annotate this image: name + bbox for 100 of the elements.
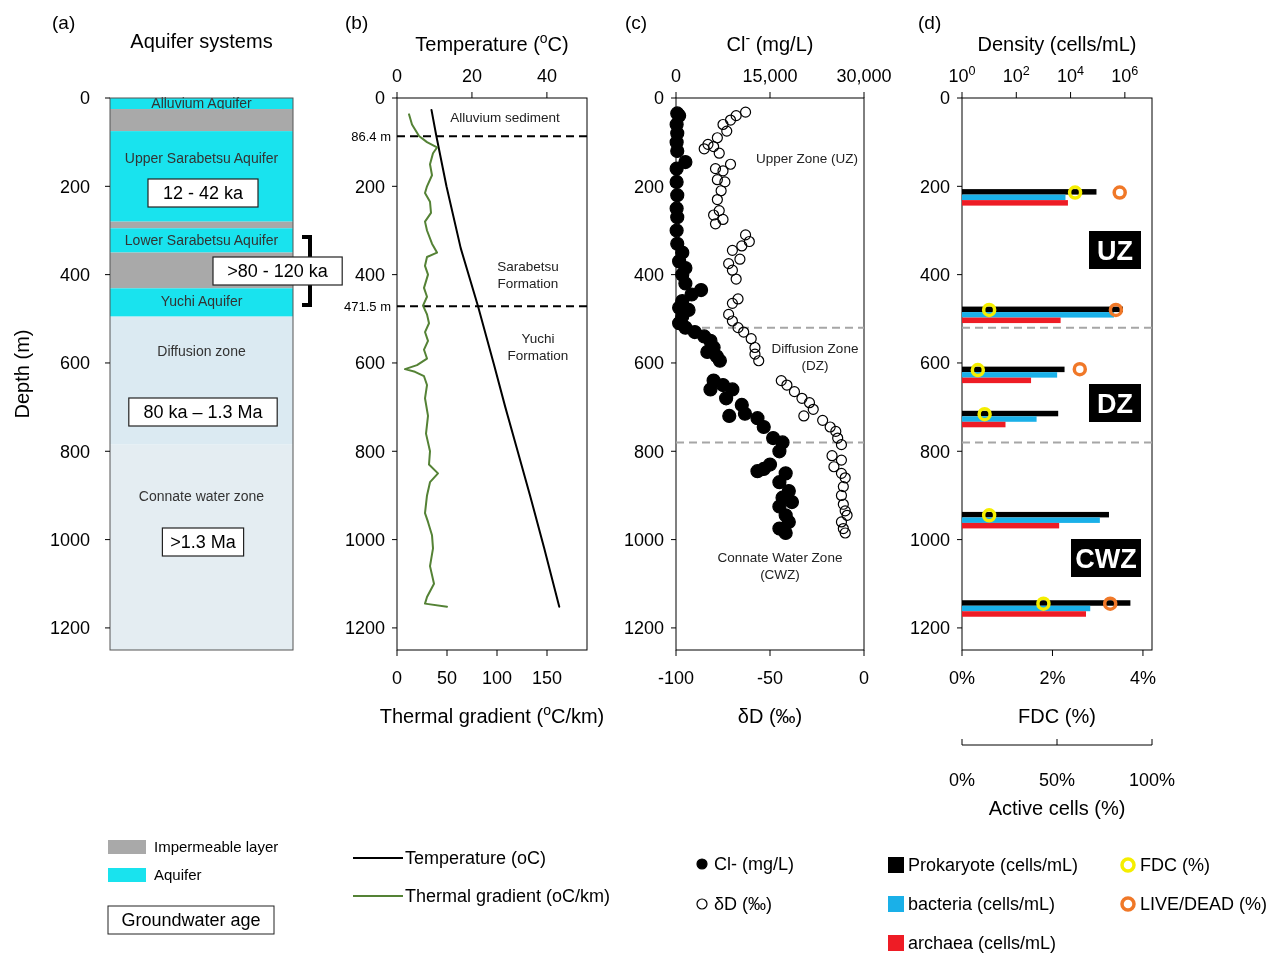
y-tick-label: 1000 [49, 529, 90, 550]
annotation: CWZ [1075, 543, 1137, 574]
text: Impermeable layer [154, 838, 279, 856]
legend-label: FDC (%) [1140, 855, 1210, 876]
series-label: Alluvium Aquifer [151, 95, 253, 112]
y-tick-label: 1000 [909, 529, 950, 550]
y-tick-label: 600 [919, 353, 950, 374]
legend-label: bacteria (cells/mL) [908, 894, 1056, 915]
x-tick-label: 100% [1128, 770, 1176, 791]
y-tick-label: 200 [354, 176, 385, 197]
legend-label: δD (‰) [714, 894, 773, 915]
y-tick-label: 400 [59, 264, 90, 285]
y-tick-label: 400 [919, 264, 950, 285]
annotation: DZ [1097, 388, 1133, 419]
annotation: Yuchi Formation [507, 331, 569, 364]
x-tick-label: 50% [1038, 770, 1076, 791]
y-tick-label: 200 [633, 176, 664, 197]
point [1072, 361, 1088, 377]
annotation: >1.3 Ma [170, 532, 237, 553]
text: Groundwater age [121, 910, 261, 931]
x-axis-title: Thermal gradient ($^{o}$C/km) [379, 702, 605, 727]
ref-line-label: 86.4 m [351, 128, 391, 144]
y-tick-label: 600 [354, 353, 385, 374]
y-tick-label: 1200 [623, 618, 664, 639]
point [1108, 302, 1124, 318]
y-tick-label: 1000 [344, 529, 385, 550]
x2-tick-label: 30,000 [836, 66, 892, 87]
point [1102, 596, 1118, 611]
x-tick-label: 0% [948, 770, 976, 791]
y-tick-label: 600 [59, 353, 90, 374]
series-label: Diffusion zone [157, 343, 246, 360]
x2-axis-title: Density (cells/mL) [977, 33, 1137, 55]
annotation: Alluvium sediment [450, 109, 561, 125]
annotation: 12 - 42 ka [162, 183, 245, 204]
x2-tick-label: 10$^{2}$ [1002, 64, 1030, 87]
annotation: Upper Zone (UZ) [755, 150, 859, 166]
y-tick-label: 0 [79, 88, 90, 109]
series-label: Connate water zone [138, 488, 265, 505]
legend-label: archaea (cells/mL) [908, 933, 1057, 954]
y-tick-label: 1200 [344, 618, 385, 639]
y-tick-label: 600 [633, 353, 664, 374]
y-axis-title: Depth (m) [11, 329, 33, 419]
x2-axis-title: Temperature ($^{o}$C) [415, 30, 569, 55]
bar [110, 221, 293, 229]
chart-subtitle: (d) [918, 11, 942, 33]
text: Aquifer [154, 866, 202, 884]
y-tick-label: 400 [354, 264, 385, 285]
y-tick-label: 200 [919, 176, 950, 197]
point [1112, 185, 1127, 200]
annotation: Diffusion Zone (DZ) [771, 341, 859, 374]
y-tick-label: 200 [59, 176, 90, 197]
legend-label: LIVE/DEAD (%) [1140, 894, 1268, 915]
y-tick-label: 1200 [909, 618, 950, 639]
y-tick-label: 800 [354, 441, 385, 462]
x2-tick-label: 15,000 [742, 66, 798, 87]
x-tick-label: 150 [531, 668, 563, 689]
annotation: 80 ka – 1.3 Ma [143, 402, 264, 423]
x-axis-title: FDC (%) [1018, 705, 1096, 727]
legend-label: Cl- (mg/L) [714, 854, 794, 875]
chart-subtitle: (b) [345, 11, 369, 33]
chart-title: Aquifer systems [130, 30, 273, 52]
series-label: Lower Sarabetsu Aquifer [124, 232, 279, 249]
y-tick-label: 800 [59, 441, 90, 462]
bar [110, 288, 293, 317]
legend-label: Prokaryote (cells/mL) [908, 855, 1079, 876]
x2-tick-label: 0 [670, 66, 682, 87]
series-label: Yuchi Aquifer [160, 293, 243, 310]
chart-subtitle: (a) [52, 11, 76, 33]
x-tick-label: 100 [481, 668, 513, 689]
series-label: Upper Sarabetsu Aquifer [124, 149, 279, 166]
x-tick-label: 0% [948, 668, 976, 689]
x-tick-label: -100 [657, 668, 695, 689]
annotation: UZ [1097, 235, 1133, 266]
legend-label: Temperature (oC) [405, 848, 547, 869]
bar [110, 109, 293, 132]
y-tick-label: 800 [633, 441, 664, 462]
x2-tick-label: 0 [391, 66, 403, 87]
y-tick-label: 0 [939, 88, 950, 109]
x2-tick-label: 10$^{0}$ [948, 64, 976, 87]
y-tick-label: 0 [374, 88, 385, 109]
x-tick-label: 2% [1039, 668, 1066, 689]
y-tick-label: 800 [919, 441, 950, 462]
x-tick-label: 0 [391, 668, 403, 689]
x2-tick-label: 20 [461, 66, 482, 87]
legend-label: Thermal gradient (oC/km) [405, 886, 611, 907]
x2-tick-label: 40 [536, 66, 557, 87]
x-tick-label: 50 [436, 668, 458, 689]
x-axis-title: δD (‰) [737, 705, 803, 727]
y-tick-label: 0 [653, 88, 664, 109]
x-tick-label: 0 [858, 668, 870, 689]
x2-tick-label: 10$^{4}$ [1057, 64, 1085, 87]
ref-line-label: 471.5 m [344, 298, 391, 314]
x2-axis-title: Cl$^{-}$ (mg/L) [726, 30, 814, 55]
line-series [404, 113, 448, 608]
annotation: Connate Water Zone (CWZ) [717, 550, 843, 583]
y-tick-label: 1000 [623, 529, 664, 550]
x-tick-label: 4% [1129, 668, 1156, 689]
y-tick-label: 1200 [49, 618, 90, 639]
chart-subtitle: (c) [625, 11, 648, 33]
annotation: Sarabetsu Formation [497, 259, 559, 292]
